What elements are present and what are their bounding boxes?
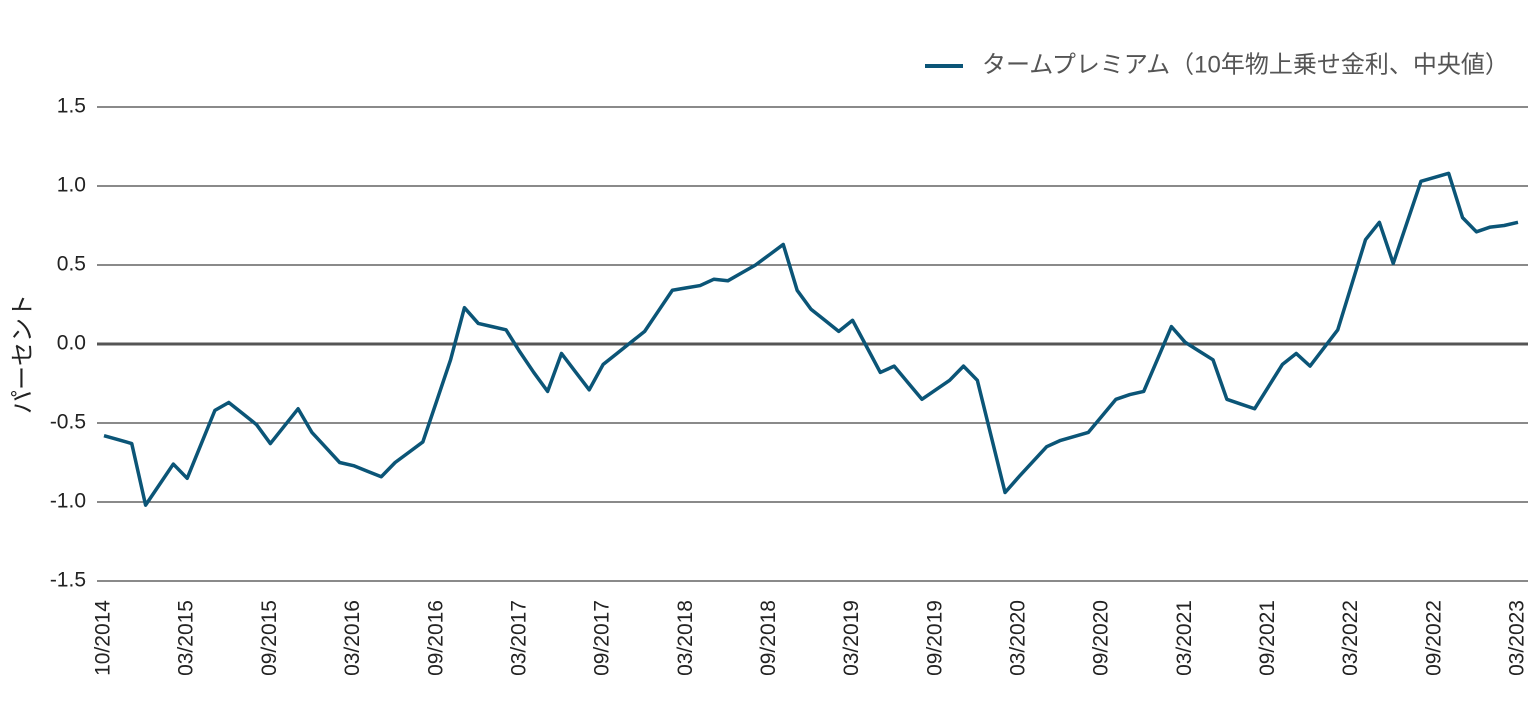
x-tick-label: 09/2016 <box>424 600 447 676</box>
y-tick-label: 1.0 <box>57 174 86 197</box>
x-tick-label: 03/2019 <box>840 600 863 676</box>
y-tick-label: -1.5 <box>50 569 86 592</box>
y-tick-label: 1.5 <box>57 95 86 118</box>
x-tick-label: 09/2022 <box>1422 600 1445 676</box>
x-tick-label: 03/2020 <box>1006 600 1029 676</box>
x-tick-label: 03/2015 <box>175 600 198 676</box>
x-tick-label: 03/2023 <box>1506 600 1529 676</box>
x-tick-label: 10/2014 <box>92 600 115 676</box>
data-line <box>103 171 1519 507</box>
y-tick-label: 0.5 <box>57 253 86 276</box>
legend-label: タームプレミアム（10年物上乗せ金利、中央値） <box>982 51 1509 78</box>
y-axis-label: パーセント <box>9 294 36 414</box>
x-tick-label: 03/2018 <box>674 600 697 676</box>
x-tick-label: 09/2019 <box>923 600 946 676</box>
y-tick-label: 0.0 <box>57 332 86 355</box>
x-tick-label: 03/2017 <box>507 600 530 676</box>
y-tick-label: -1.0 <box>50 490 86 513</box>
x-tick-label: 03/2022 <box>1339 600 1362 676</box>
x-tick-label: 09/2018 <box>757 600 780 676</box>
y-tick-label: -0.5 <box>50 411 86 434</box>
x-tick-label: 09/2020 <box>1090 600 1113 676</box>
x-tick-label: 09/2021 <box>1256 600 1279 676</box>
x-tick-label: 09/2017 <box>591 600 614 676</box>
x-tick-label: 09/2015 <box>258 600 281 676</box>
x-tick-label: 03/2021 <box>1173 600 1196 676</box>
x-tick-label: 03/2016 <box>341 600 364 676</box>
